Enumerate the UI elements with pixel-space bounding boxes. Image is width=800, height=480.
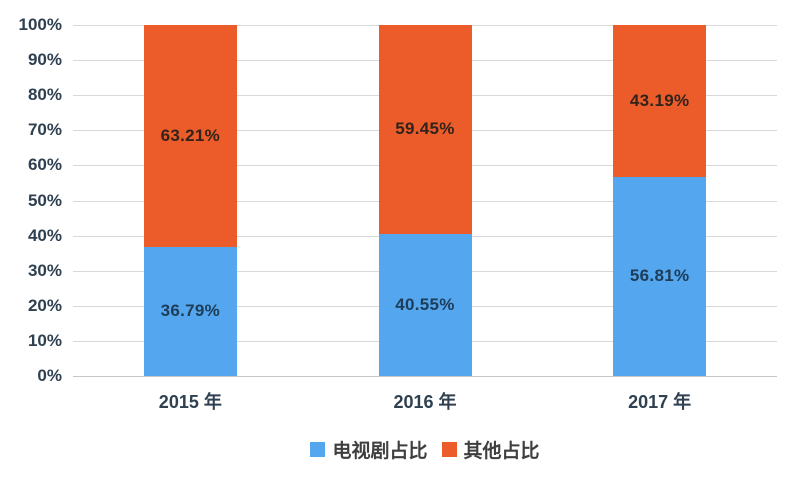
y-axis-tick-label: 100% [18, 15, 62, 34]
bar-segment-other-share: 43.19% [613, 25, 707, 177]
y-axis-tick-label: 0% [37, 366, 62, 385]
bar-segment-other-share: 59.45% [378, 25, 472, 234]
stacked-bar: 43.19% 56.81% [613, 25, 707, 376]
legend-swatch-blue [310, 442, 326, 457]
data-label: 63.21% [160, 125, 221, 145]
y-axis-tick-label: 10% [27, 330, 62, 350]
legend-swatch-orange [441, 442, 457, 457]
x-axis-tick-label: 2015 年 [158, 392, 222, 412]
bar-segment-tv-drama-share: 40.55% [378, 233, 472, 376]
stacked-bar: 59.45% 40.55% [378, 25, 472, 376]
legend-label-tv-drama-share: 电视剧占比 [332, 441, 428, 462]
data-label: 43.19% [629, 90, 690, 110]
stacked-bar: 63.21% 36.79% [143, 25, 237, 376]
y-axis-tick-label: 30% [27, 260, 62, 280]
data-label: 36.79% [160, 301, 221, 321]
data-label: 59.45% [395, 119, 455, 139]
legend: 电视剧占比 其他占比 [73, 436, 777, 463]
y-axis-tick-label: 60% [27, 155, 62, 175]
bar-segment-other-share: 63.21% [143, 25, 237, 247]
legend-item-other-share: 其他占比 [441, 436, 540, 463]
x-axis-tick-label: 2016 年 [393, 392, 457, 412]
x-axis-line [73, 376, 777, 377]
y-axis-tick-label: 40% [27, 225, 62, 245]
legend-label-other-share: 其他占比 [463, 441, 540, 462]
bar-segment-tv-drama-share: 56.81% [613, 176, 707, 376]
y-axis-tick-label: 50% [27, 190, 62, 210]
y-axis-tick-label: 20% [27, 295, 62, 315]
y-axis-tick-label: 80% [27, 85, 62, 105]
x-axis-tick-label: 2017 年 [628, 392, 692, 412]
y-axis-tick-label: 90% [27, 50, 62, 70]
bar-segment-tv-drama-share: 36.79% [143, 246, 237, 376]
y-axis-tick-label: 70% [27, 120, 62, 140]
plot-area: 100% 90% 80% 70% 60% 50% 40% 30% 20% 10% 0% 63.21% 3… [19, 15, 777, 412]
data-label: 40.55% [395, 294, 455, 314]
data-label: 56.81% [629, 266, 690, 286]
legend-item-tv-drama-share: 电视剧占比 [310, 436, 428, 463]
